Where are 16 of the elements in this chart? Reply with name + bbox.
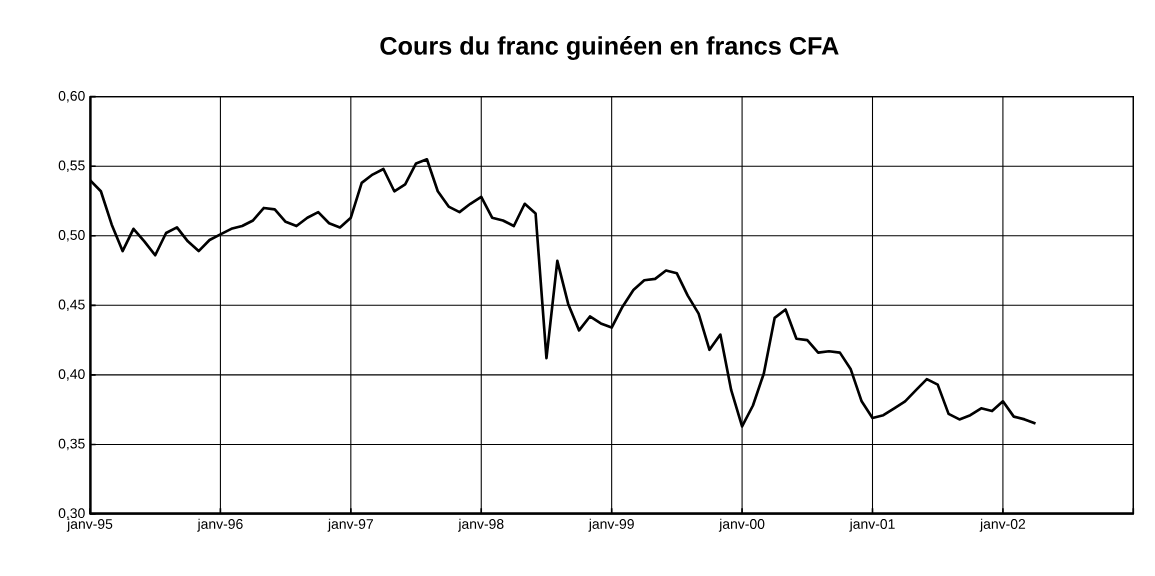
- x-tick-label: janv-99: [588, 518, 634, 532]
- x-tick-label: janv-98: [458, 518, 504, 532]
- x-tick-label: janv-96: [197, 518, 243, 532]
- y-tick-label: 0,60: [58, 90, 85, 103]
- y-tick-label: 0,45: [58, 299, 85, 312]
- x-tick-label: janv-02: [979, 518, 1026, 532]
- y-tick-label: 0,55: [58, 160, 85, 172]
- x-tick-label: janv-95: [66, 518, 113, 532]
- y-tick-label: 0,50: [58, 230, 85, 242]
- chart-title: Cours du franc guinéen en francs CFA: [380, 36, 839, 60]
- y-tick-label: 0,30: [58, 508, 85, 520]
- x-tick-label: janv-00: [718, 518, 765, 532]
- x-tick-label: janv-01: [849, 518, 895, 532]
- x-tick-label: janv-97: [327, 518, 373, 532]
- y-tick-label: 0,35: [58, 438, 85, 451]
- y-tick-label: 0,40: [58, 369, 85, 381]
